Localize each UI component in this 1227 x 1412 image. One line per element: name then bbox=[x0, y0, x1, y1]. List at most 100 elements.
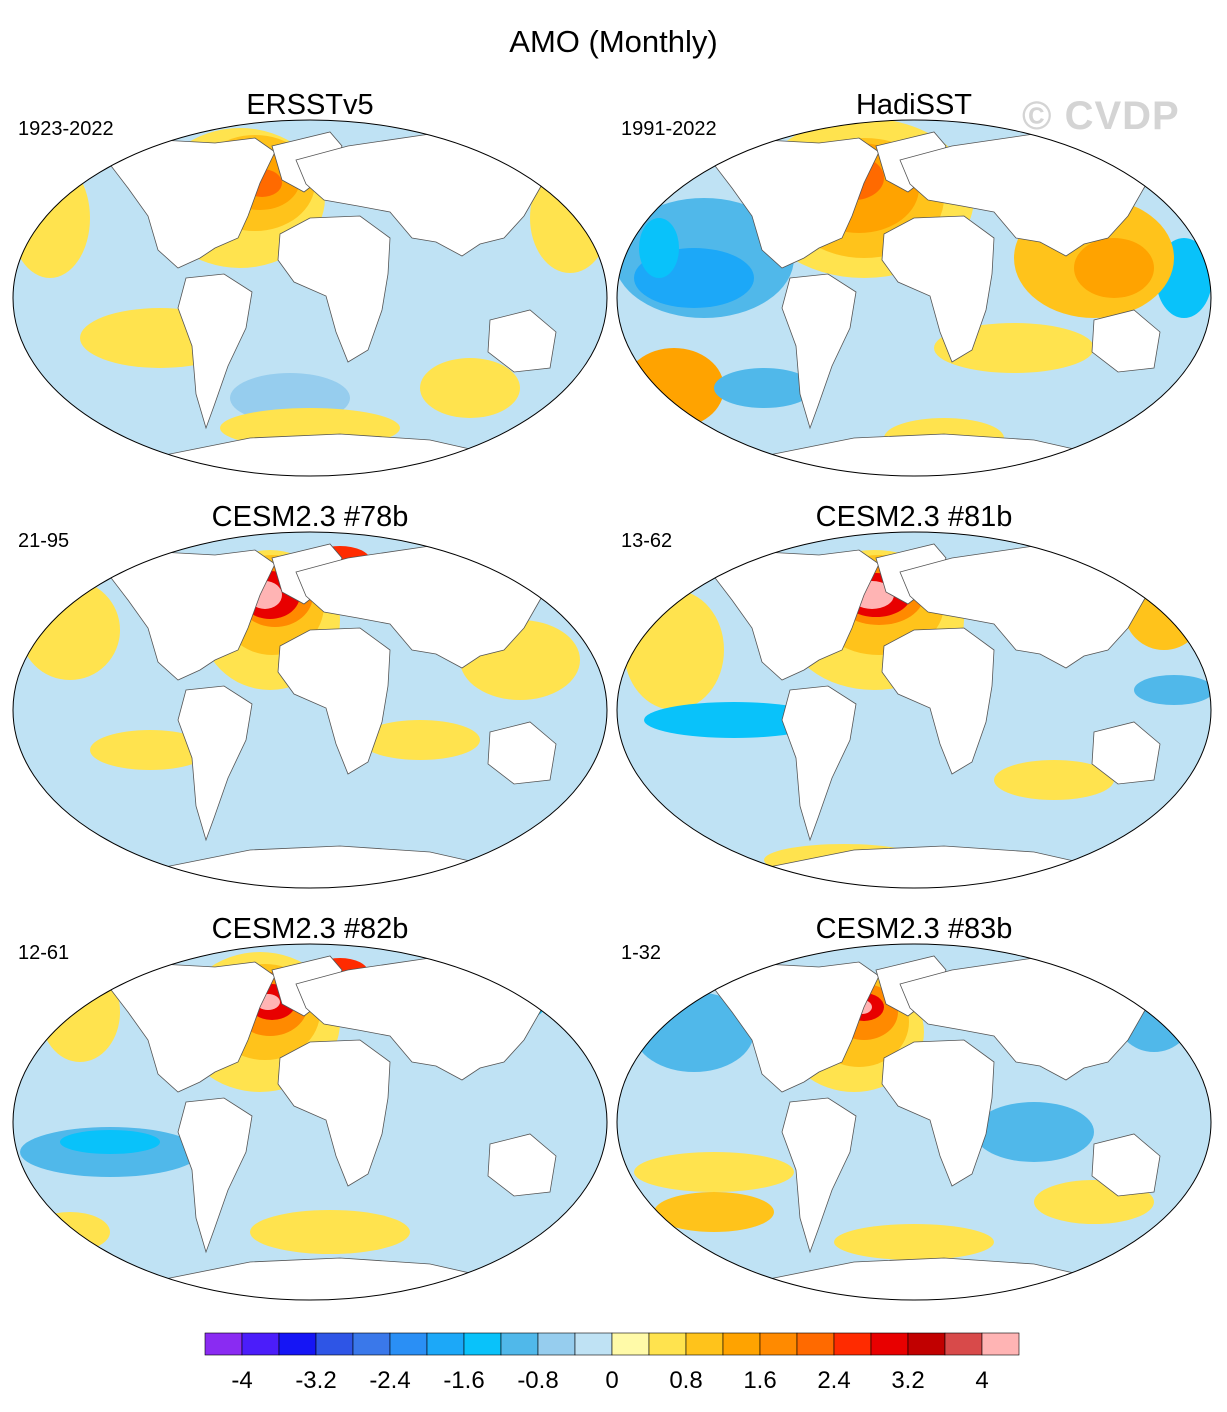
map-panel: CESM2.3 #82b 12-61 bbox=[10, 912, 610, 1312]
colorbar-tick-label: 4 bbox=[975, 1367, 988, 1394]
map-border bbox=[616, 943, 1212, 1301]
map-panel: HadiSST 1991-2022 bbox=[614, 88, 1214, 488]
land-north-america bbox=[708, 549, 880, 681]
anomaly-region bbox=[360, 720, 480, 760]
world-map bbox=[12, 943, 608, 1301]
panel-year-range: 13-62 bbox=[621, 530, 673, 552]
colorbar-swatch bbox=[981, 1332, 1020, 1356]
land-south-america bbox=[177, 685, 253, 842]
colorbar-tick-label: 0 bbox=[605, 1367, 618, 1394]
land-australia bbox=[1091, 1133, 1161, 1197]
world-map bbox=[616, 531, 1212, 889]
colorbar-swatch bbox=[907, 1332, 946, 1356]
panel-title: ERSSTv5 bbox=[246, 89, 374, 121]
land-north-america bbox=[104, 549, 276, 681]
land-africa bbox=[277, 215, 391, 363]
land-north-america bbox=[104, 137, 276, 269]
map-panel: CESM2.3 #81b 13-62 bbox=[614, 500, 1214, 900]
anomaly-region bbox=[1154, 989, 1194, 1025]
colorbar-tick-label: -2.4 bbox=[369, 1367, 410, 1394]
anomaly-region bbox=[530, 163, 607, 273]
map-border bbox=[12, 531, 608, 889]
colorbar-swatch bbox=[204, 1332, 243, 1356]
colorbar-swatch bbox=[500, 1332, 539, 1356]
colorbar-tick-label: -1.6 bbox=[443, 1367, 484, 1394]
colorbar-tick-label: 2.4 bbox=[817, 1367, 850, 1394]
colorbar-swatch bbox=[759, 1332, 798, 1356]
land-africa bbox=[277, 1039, 391, 1187]
sst-anomaly-field bbox=[617, 120, 1211, 476]
land-africa bbox=[277, 627, 391, 775]
map-border bbox=[616, 119, 1212, 477]
panel-year-range: 21-95 bbox=[18, 530, 70, 552]
colorbar-tick-label: 3.2 bbox=[891, 1367, 924, 1394]
panel-year-range: 12-61 bbox=[18, 942, 70, 964]
colorbar-swatch bbox=[944, 1332, 983, 1356]
land-australia bbox=[1091, 309, 1161, 373]
anomaly-region bbox=[60, 1130, 160, 1154]
figure-title: AMO (Monthly) bbox=[509, 24, 718, 59]
anomaly-region bbox=[644, 702, 824, 738]
map-panel: ERSSTv5 1923-2022 bbox=[10, 88, 610, 488]
world-map bbox=[616, 119, 1212, 477]
colorbar-tick-label: 1.6 bbox=[743, 1367, 776, 1394]
colorbar-swatch bbox=[648, 1332, 687, 1356]
colorbar-swatch bbox=[833, 1332, 872, 1356]
panel-year-range: 1991-2022 bbox=[621, 118, 717, 140]
sst-anomaly-field bbox=[617, 944, 1211, 1300]
colorbar-tick-label: 0.8 bbox=[669, 1367, 702, 1394]
colorbar: -4 -3.2 -2.4 -1.6 -0.8 0 0.8 1.6 2.4 3.2 4 bbox=[204, 1332, 1020, 1394]
map-border bbox=[12, 943, 608, 1301]
map-border bbox=[12, 119, 608, 477]
colorbar-swatch bbox=[796, 1332, 835, 1356]
anomaly-region bbox=[624, 590, 724, 710]
sst-anomaly-field bbox=[617, 532, 1211, 888]
panel-title: CESM2.3 #82b bbox=[211, 913, 409, 945]
colorbar-tick-label: -4 bbox=[231, 1367, 252, 1394]
world-map bbox=[616, 943, 1212, 1301]
panel-title: CESM2.3 #78b bbox=[211, 501, 409, 533]
land-south-america bbox=[177, 273, 253, 430]
colorbar-swatch bbox=[389, 1332, 428, 1356]
land-africa bbox=[881, 1039, 995, 1187]
land-australia bbox=[487, 309, 557, 373]
colorbar-tick-label: -3.2 bbox=[295, 1367, 336, 1394]
land-africa bbox=[881, 215, 995, 363]
land-south-america bbox=[781, 685, 857, 842]
colorbar-swatch bbox=[611, 1332, 650, 1356]
land-australia bbox=[487, 721, 557, 785]
colorbar-swatch bbox=[574, 1332, 613, 1356]
colorbar-tick-label: -0.8 bbox=[517, 1367, 558, 1394]
anomaly-region bbox=[634, 1152, 794, 1192]
colorbar-swatch bbox=[537, 1332, 576, 1356]
land-australia bbox=[487, 1133, 557, 1197]
panel-title: HadiSST bbox=[855, 89, 973, 121]
anomaly-region bbox=[30, 1212, 110, 1252]
land-north-america bbox=[708, 137, 880, 269]
panel-title: CESM2.3 #83b bbox=[815, 913, 1013, 945]
land-north-america bbox=[104, 961, 276, 1093]
world-map bbox=[12, 119, 608, 477]
land-south-america bbox=[177, 1097, 253, 1254]
anomaly-region bbox=[834, 1224, 994, 1260]
anomaly-region bbox=[994, 760, 1114, 800]
anomaly-region bbox=[654, 1192, 774, 1232]
cvdp-watermark: © CVDP bbox=[1022, 94, 1180, 138]
anomaly-region bbox=[420, 358, 520, 418]
land-africa bbox=[881, 627, 995, 775]
map-panel: CESM2.3 #83b 1-32 bbox=[614, 912, 1214, 1312]
world-map bbox=[12, 531, 608, 889]
colorbar-swatch bbox=[352, 1332, 391, 1356]
map-border bbox=[616, 531, 1212, 889]
anomaly-region bbox=[714, 368, 814, 408]
anomaly-region bbox=[1074, 238, 1154, 298]
colorbar-swatch bbox=[278, 1332, 317, 1356]
anomaly-region bbox=[1134, 675, 1211, 705]
land-north-america bbox=[708, 961, 880, 1093]
anomaly-region bbox=[13, 158, 90, 278]
sst-anomaly-field bbox=[13, 532, 607, 888]
colorbar-swatch bbox=[685, 1332, 724, 1356]
land-south-america bbox=[781, 1097, 857, 1254]
anomaly-region bbox=[40, 962, 120, 1062]
sst-anomaly-field bbox=[13, 120, 607, 476]
